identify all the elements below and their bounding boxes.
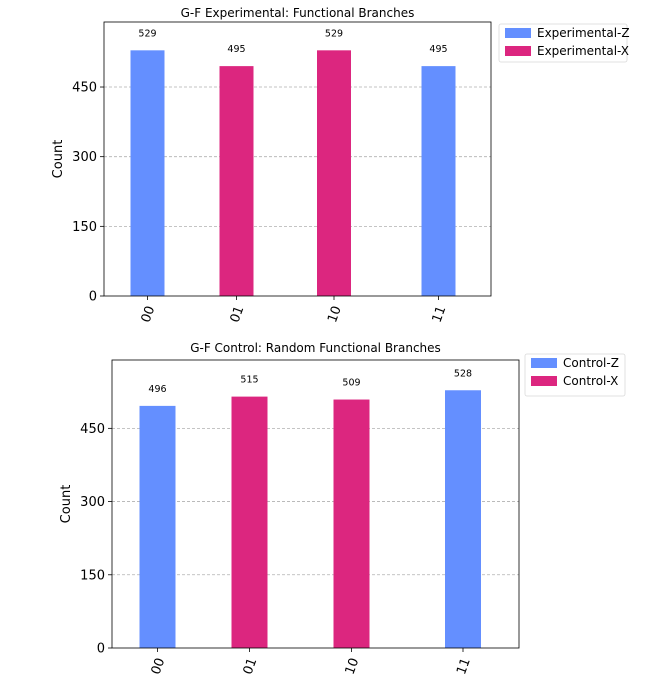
x-tick-label: 10	[325, 304, 345, 325]
legend-swatch	[531, 376, 557, 386]
y-tick-label: 450	[80, 422, 105, 437]
x-tick-label: 00	[139, 304, 159, 325]
y-tick-label: 300	[72, 150, 97, 165]
chart-title: G-F Experimental: Functional Branches	[181, 6, 415, 20]
y-tick-label: 0	[97, 642, 105, 657]
data-label: 529	[138, 28, 156, 39]
y-axis-label: Count	[59, 485, 74, 524]
legend: Control-Z Control-X	[524, 353, 626, 397]
data-label: 509	[342, 378, 360, 389]
bar-11	[445, 390, 481, 648]
legend-entry: Control-X	[563, 374, 618, 388]
legend-entry: Experimental-Z	[537, 26, 630, 40]
data-label: 495	[429, 44, 447, 55]
chart-title: G-F Control: Random Functional Branches	[190, 341, 441, 355]
x-tick-label: 01	[241, 656, 261, 677]
chart-panel-1: G-F Experimental: Functional Branches 529…	[51, 6, 630, 325]
y-tick-label: 150	[80, 568, 105, 583]
bar-00	[139, 405, 176, 648]
y-axis-label: Count	[51, 140, 66, 179]
y-tick-label: 150	[72, 220, 97, 235]
bar-00	[130, 50, 165, 296]
data-label: 528	[454, 368, 472, 379]
y-tick-label: 300	[80, 495, 105, 510]
legend: Experimental-Z Experimental-X	[498, 23, 630, 63]
chart-panel-2: G-F Control: Random Functional Branches 4…	[59, 341, 626, 677]
data-label: 496	[148, 384, 166, 395]
bar-01	[219, 66, 254, 296]
data-label: 495	[227, 44, 245, 55]
plot-frame	[103, 21, 492, 297]
bar-01	[231, 396, 268, 648]
legend-swatch	[505, 28, 531, 38]
bar-11	[421, 66, 456, 296]
x-tick-label: 00	[149, 656, 169, 677]
legend-entry: Experimental-X	[537, 44, 629, 58]
legend-swatch	[505, 46, 531, 56]
x-tick-label: 11	[430, 304, 450, 325]
bar-10	[333, 399, 370, 648]
data-label: 515	[240, 375, 258, 386]
y-tick-label: 0	[89, 290, 97, 305]
plot-frame	[111, 359, 520, 649]
data-label: 529	[325, 28, 343, 39]
bar-10	[317, 50, 351, 296]
legend-swatch	[531, 358, 557, 368]
y-tick-label: 450	[72, 81, 97, 96]
x-tick-label: 01	[228, 304, 248, 325]
x-tick-label: 10	[343, 656, 363, 677]
legend-entry: Control-Z	[563, 356, 619, 370]
x-tick-label: 11	[454, 656, 474, 677]
